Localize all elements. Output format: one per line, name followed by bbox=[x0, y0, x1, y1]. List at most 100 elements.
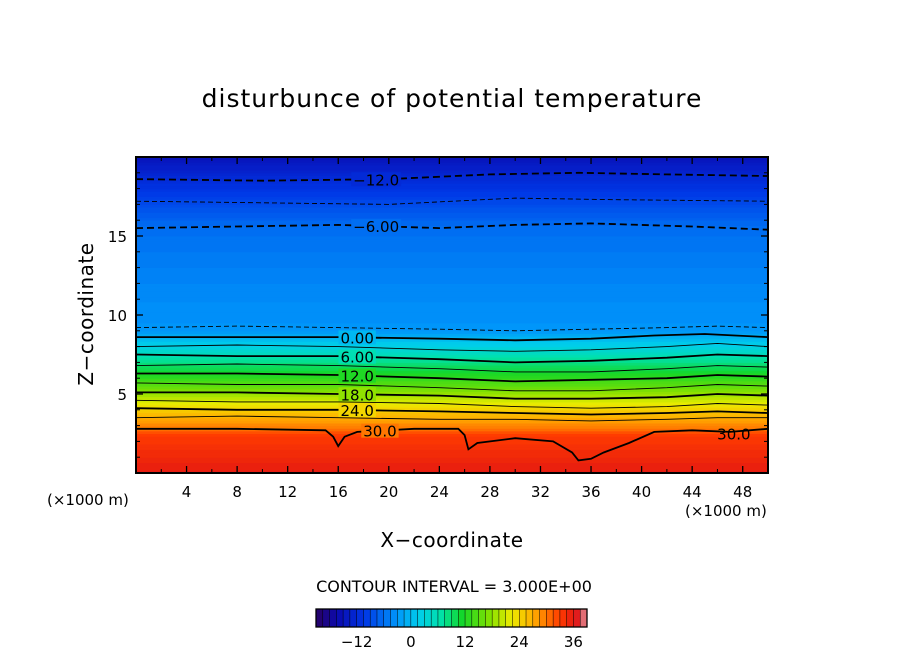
field-band bbox=[136, 375, 768, 379]
field-band bbox=[136, 369, 768, 374]
field-band bbox=[136, 196, 768, 200]
field-band bbox=[136, 343, 768, 348]
colorbar-segment bbox=[478, 609, 486, 627]
field-band bbox=[136, 380, 768, 384]
colorbar-segment bbox=[404, 609, 412, 627]
field-band bbox=[136, 222, 768, 226]
field-band bbox=[136, 211, 768, 216]
colorbar-segment bbox=[451, 609, 459, 627]
contour-label: 24.0 bbox=[340, 402, 373, 420]
field-band bbox=[136, 201, 768, 205]
field-band bbox=[136, 454, 768, 458]
field-band bbox=[136, 248, 768, 253]
field-band bbox=[136, 422, 768, 427]
field-band bbox=[136, 398, 768, 403]
contour-label-bg bbox=[338, 403, 376, 418]
field-band bbox=[136, 303, 768, 308]
field-band bbox=[136, 214, 768, 219]
colorbar-segment bbox=[519, 609, 527, 627]
colorbar-segment bbox=[566, 609, 574, 627]
contour-label: −6.00 bbox=[353, 218, 399, 236]
temperature-field bbox=[136, 157, 768, 473]
field-band bbox=[136, 325, 768, 329]
colorbar-segment bbox=[424, 609, 432, 627]
contour-label: 30.0 bbox=[717, 426, 750, 444]
field-band bbox=[136, 430, 768, 434]
colorbar-segment bbox=[437, 609, 446, 627]
field-band bbox=[136, 469, 768, 473]
colorbar-segment bbox=[546, 609, 554, 627]
colorbar-segment bbox=[465, 609, 473, 627]
colorbar-segment bbox=[363, 609, 371, 627]
colorbar-segment bbox=[376, 609, 385, 627]
field-band bbox=[136, 167, 768, 171]
colorbar-segment bbox=[343, 609, 351, 627]
field-band bbox=[136, 382, 768, 387]
colorbar-segment bbox=[553, 609, 561, 627]
colorbar: −12 0 12 24 36 bbox=[315, 608, 588, 651]
field-band bbox=[136, 459, 768, 463]
contour-line--12 bbox=[136, 171, 768, 182]
field-band bbox=[136, 359, 768, 363]
field-band bbox=[136, 198, 768, 203]
contour-label-bg bbox=[338, 330, 376, 345]
colorbar-segment bbox=[444, 609, 452, 627]
field-band bbox=[136, 224, 768, 229]
contour-line-18 bbox=[136, 391, 768, 400]
field-band bbox=[136, 219, 768, 224]
contour-label-bg bbox=[338, 387, 376, 402]
y-tick-label: 15 bbox=[108, 228, 127, 246]
field-band bbox=[136, 461, 768, 466]
field-band bbox=[136, 290, 768, 295]
x-tick-label: 36 bbox=[581, 483, 600, 501]
field-band bbox=[136, 448, 768, 453]
field-band bbox=[136, 277, 768, 282]
colorbar-segment bbox=[505, 609, 513, 627]
field-band bbox=[136, 346, 768, 350]
colorbar-segment bbox=[532, 609, 540, 627]
field-band bbox=[136, 269, 768, 274]
contour-line-9 bbox=[136, 363, 768, 373]
field-band bbox=[136, 332, 768, 337]
field-band bbox=[136, 385, 768, 390]
contour-line-27 bbox=[136, 415, 768, 422]
field-band bbox=[136, 372, 768, 377]
colorbar-segment bbox=[336, 609, 344, 627]
field-band bbox=[136, 348, 768, 353]
contour-label: 0.00 bbox=[340, 329, 373, 347]
colorbar-frame bbox=[315, 608, 588, 628]
colorbar-tick-label: 12 bbox=[456, 633, 475, 651]
field-band bbox=[136, 227, 768, 232]
field-band bbox=[136, 340, 768, 345]
field-band bbox=[136, 451, 768, 456]
field-band bbox=[136, 264, 768, 269]
colorbar-segment bbox=[512, 609, 520, 627]
field-band bbox=[136, 164, 768, 169]
contour-line--6 bbox=[136, 222, 768, 231]
field-band bbox=[136, 322, 768, 327]
contour-label: 12.0 bbox=[340, 368, 373, 386]
y-tick-label: 10 bbox=[108, 307, 127, 325]
x-tick-label: 20 bbox=[379, 483, 398, 501]
field-band bbox=[136, 185, 768, 190]
contour-label: 6.00 bbox=[340, 349, 373, 367]
colorbar-tick-label: 24 bbox=[510, 633, 529, 651]
colorbar-segment bbox=[471, 609, 479, 627]
colorbar-segment bbox=[498, 609, 506, 627]
colorbar-segment bbox=[458, 609, 466, 627]
field-band bbox=[136, 419, 768, 424]
field-band bbox=[136, 232, 768, 237]
field-band bbox=[136, 309, 768, 313]
field-band bbox=[136, 306, 768, 311]
x-tick-label: 16 bbox=[329, 483, 348, 501]
contour-line-21 bbox=[136, 399, 768, 409]
field-band bbox=[136, 193, 768, 197]
contour-label-bg bbox=[338, 349, 376, 364]
field-band bbox=[136, 361, 768, 366]
field-band bbox=[136, 275, 768, 279]
field-band bbox=[136, 174, 768, 179]
field-band bbox=[136, 388, 768, 392]
contour-line-30 bbox=[136, 427, 768, 462]
colorbar-segment bbox=[383, 609, 391, 627]
